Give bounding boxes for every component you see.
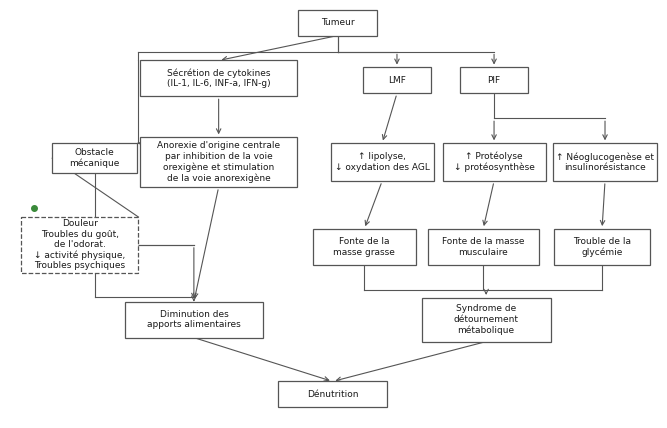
- FancyBboxPatch shape: [21, 217, 138, 273]
- Text: Douleur
Troubles du goût,
de l'odorat.
↓ activité physique,
Troubles psychiques: Douleur Troubles du goût, de l'odorat. ↓…: [34, 219, 125, 270]
- Text: Diminution des
apports alimentaires: Diminution des apports alimentaires: [147, 310, 241, 330]
- FancyBboxPatch shape: [125, 302, 263, 338]
- FancyBboxPatch shape: [278, 381, 387, 407]
- Text: Trouble de la
glycémie: Trouble de la glycémie: [573, 237, 631, 257]
- FancyBboxPatch shape: [331, 143, 434, 181]
- Text: Fonte de la
masse grasse: Fonte de la masse grasse: [334, 237, 396, 257]
- FancyBboxPatch shape: [554, 229, 650, 265]
- FancyBboxPatch shape: [364, 68, 431, 93]
- Text: LMF: LMF: [388, 76, 406, 85]
- FancyBboxPatch shape: [422, 298, 550, 342]
- Text: Syndrome de
détournement
métabolique: Syndrome de détournement métabolique: [454, 304, 519, 335]
- Text: Obstacle
mécanique: Obstacle mécanique: [69, 148, 120, 168]
- Text: Tumeur: Tumeur: [321, 18, 354, 27]
- Text: ↑ lipolyse,
↓ oxydation des AGL: ↑ lipolyse, ↓ oxydation des AGL: [335, 152, 430, 172]
- Text: ↑ Néoglucogenèse et
insulinorésistance: ↑ Néoglucogenèse et insulinorésistance: [556, 152, 654, 172]
- FancyBboxPatch shape: [313, 229, 416, 265]
- FancyBboxPatch shape: [140, 60, 297, 96]
- FancyBboxPatch shape: [428, 229, 539, 265]
- FancyBboxPatch shape: [298, 10, 377, 36]
- Text: ↑ Protéolyse
↓ protéosynthèse: ↑ Protéolyse ↓ protéosynthèse: [454, 152, 534, 172]
- FancyBboxPatch shape: [140, 137, 297, 187]
- FancyBboxPatch shape: [442, 143, 546, 181]
- Text: Sécrétion de cytokines
(IL-1, IL-6, INF-a, IFN-g): Sécrétion de cytokines (IL-1, IL-6, INF-…: [167, 68, 270, 89]
- Text: Fonte de la masse
musculaire: Fonte de la masse musculaire: [442, 237, 524, 257]
- FancyBboxPatch shape: [554, 143, 656, 181]
- Text: PIF: PIF: [488, 76, 501, 85]
- FancyBboxPatch shape: [52, 143, 137, 173]
- FancyBboxPatch shape: [460, 68, 528, 93]
- Text: Dénutrition: Dénutrition: [307, 390, 358, 399]
- Text: Anorexie d'origine centrale
par inhibition de la voie
orexigène et stimulation
d: Anorexie d'origine centrale par inhibiti…: [157, 142, 280, 183]
